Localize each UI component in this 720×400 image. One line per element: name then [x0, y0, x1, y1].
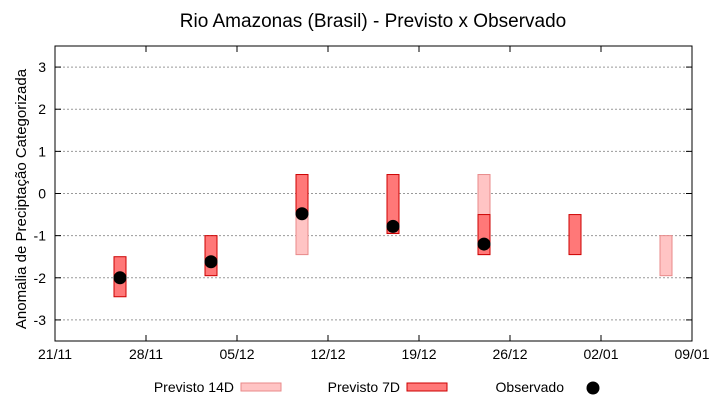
x-tick-label: 09/01 [674, 346, 709, 362]
legend-marker [586, 381, 600, 395]
y-axis-label: Anomalia de Preciptação Categorizada [13, 68, 30, 329]
x-tick-label: 19/12 [401, 346, 436, 362]
y-tick-label: -1 [34, 228, 47, 244]
x-tick-label: 21/11 [38, 346, 72, 362]
y-tick-label: 0 [38, 186, 46, 202]
x-tick-label: 28/11 [129, 346, 163, 362]
legend-label: Observado [496, 379, 565, 395]
range-bar [659, 235, 673, 277]
grid-lines [55, 66, 692, 321]
observed-point [204, 255, 218, 269]
legend-swatch [406, 382, 448, 392]
observed-point [295, 207, 309, 221]
observed-point [386, 219, 400, 233]
y-tick-label: -2 [34, 270, 47, 286]
x-tick-label: 26/12 [492, 346, 527, 362]
axis-ticks: -3 -2 -1 0 1 2 3 21/11 28/11 05/12 12/12 19/12 26/12… [34, 46, 710, 362]
range-bar [568, 214, 582, 256]
x-tick-label: 12/12 [310, 346, 345, 362]
y-tick-label: 1 [38, 143, 46, 159]
chart-title: Rio Amazonas (Brasil) - Previsto x Obser… [180, 11, 566, 32]
x-tick-label: 02/01 [583, 346, 618, 362]
y-tick-label: 2 [38, 101, 46, 117]
legend-swatch [240, 382, 282, 392]
legend-label: Previsto 7D [328, 379, 400, 395]
x-tick-label: 05/12 [219, 346, 254, 362]
legend-label: Previsto 14D [154, 379, 234, 395]
y-tick-label: 3 [38, 59, 46, 75]
observed-point [477, 237, 491, 251]
observed-points [113, 207, 491, 285]
legend: Previsto 14D Previsto 7D Observado [154, 379, 600, 395]
y-tick-label: -3 [34, 312, 47, 328]
observed-point [113, 271, 127, 285]
range-bar [386, 174, 400, 235]
